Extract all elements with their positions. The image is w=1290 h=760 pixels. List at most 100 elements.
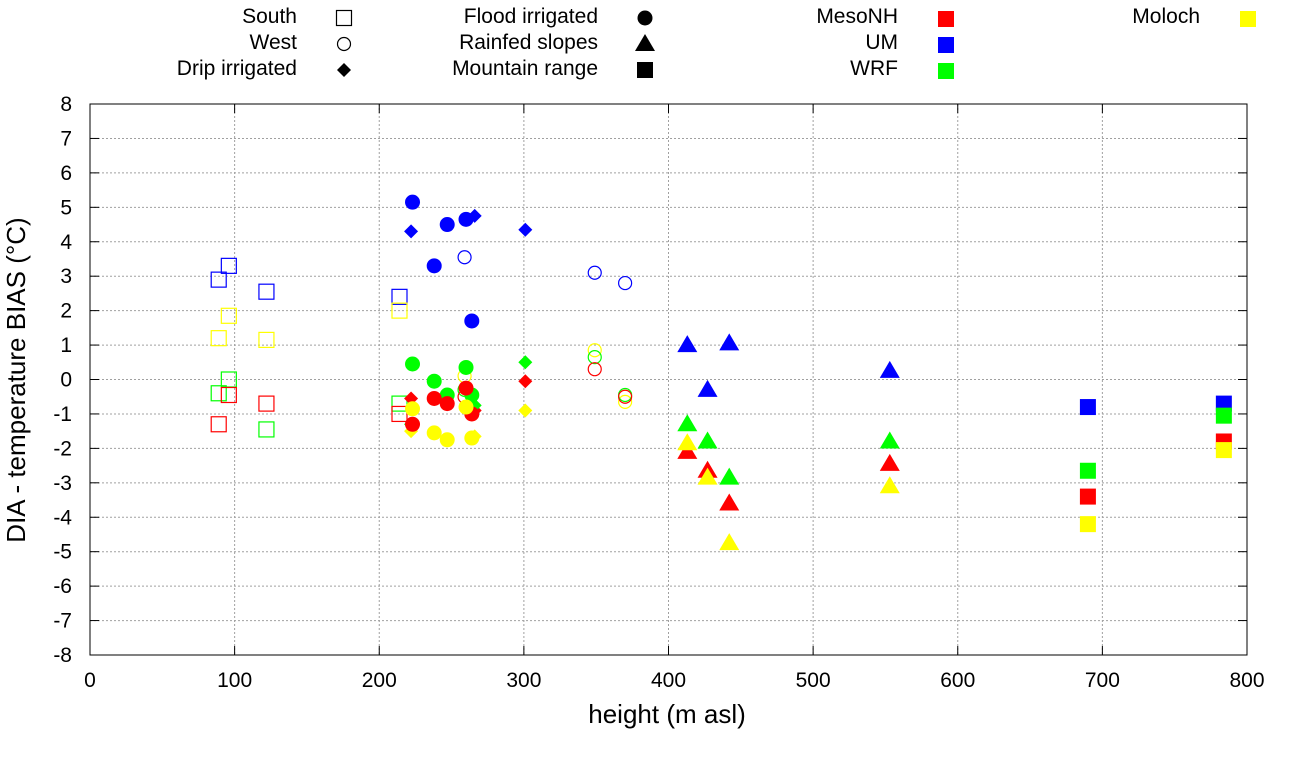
y-tick-label: -5 (53, 541, 72, 564)
data-point-wrf-rainfed (879, 431, 900, 449)
y-tick-label: 4 (60, 231, 72, 254)
legend-label-wrf: WRF (850, 57, 898, 80)
data-point-moloch-flood (458, 399, 474, 415)
legend-swatch-moloch (1240, 11, 1256, 27)
data-point-moloch-rainfed (697, 467, 718, 485)
legend-label-south: South (242, 5, 297, 28)
x-tick-label: 400 (651, 669, 686, 692)
data-point-moloch-drip (518, 403, 533, 418)
x-axis-title: height (m asl) (588, 699, 746, 729)
legend-label-flood: Flood irrigated (464, 5, 598, 28)
data-point-um-rainfed (677, 335, 698, 353)
legend-label-um: UM (865, 31, 898, 54)
legend-marker-rainfed (635, 34, 655, 51)
data-point-moloch-mountain (1215, 442, 1232, 459)
data-point-wrf-flood (458, 359, 474, 375)
y-tick-label: -3 (53, 472, 72, 495)
data-point-um-south (220, 257, 237, 274)
data-point-wrf-rainfed (697, 431, 718, 449)
legend-marker-mountain (637, 62, 653, 78)
data-point-um-flood (405, 194, 421, 210)
data-point-moloch-rainfed (677, 433, 698, 451)
data-point-mesonh-flood (426, 390, 442, 406)
data-point-moloch-south (391, 302, 408, 319)
data-point-um-rainfed (697, 379, 718, 397)
y-tick-label: -4 (53, 506, 72, 529)
data-point-mesonh-mountain (1079, 488, 1096, 505)
data-point-wrf-mountain (1079, 462, 1096, 479)
x-tick-label: 500 (796, 669, 831, 692)
data-point-mesonh-west (618, 389, 633, 404)
y-tick-label: 2 (60, 300, 72, 323)
data-point-wrf-flood (405, 356, 421, 372)
legend: South West Drip irrigated Flood irrigated Ra… (177, 5, 1256, 80)
data-point-moloch-west (587, 343, 602, 358)
x-tick-label: 0 (84, 669, 96, 692)
legend-label-mountain: Mountain range (452, 57, 598, 80)
data-point-um-south (258, 283, 275, 300)
legend-swatch-wrf (938, 63, 954, 79)
data-point-um-south (391, 288, 408, 305)
x-tick-label: 700 (1085, 669, 1120, 692)
x-tick-label: 100 (217, 669, 252, 692)
y-tick-label: 1 (60, 334, 72, 357)
data-point-um-west (587, 265, 602, 280)
data-point-mesonh-flood (405, 416, 421, 432)
data-point-mesonh-south (210, 416, 227, 433)
data-point-um-mountain (1079, 399, 1096, 416)
data-point-mesonh-flood (439, 396, 455, 412)
y-tick-label: 6 (60, 162, 72, 185)
data-point-um-drip (518, 222, 533, 237)
legend-marker-flood (637, 10, 653, 26)
data-point-um-west (457, 250, 472, 265)
y-tick-label: -7 (53, 610, 72, 633)
data-point-um-flood (458, 211, 474, 227)
y-tick-label: -8 (53, 644, 72, 667)
legend-label-drip: Drip irrigated (177, 57, 297, 80)
y-tick-label: 5 (60, 196, 72, 219)
legend-swatch-mesonh (938, 11, 954, 27)
x-tick-label: 600 (940, 669, 975, 692)
data-point-moloch-mountain (1079, 516, 1096, 533)
legend-label-mesonh: MesoNH (816, 5, 898, 28)
data-point-moloch-south (220, 307, 237, 324)
data-point-moloch-flood (464, 430, 480, 446)
data-point-wrf-west (587, 350, 602, 365)
data-point-wrf-rainfed (677, 414, 698, 432)
data-point-mesonh-south (391, 405, 408, 423)
data-point-um-flood (439, 217, 455, 233)
data-points (210, 194, 1232, 551)
data-point-um-west (618, 275, 633, 291)
data-point-um-rainfed (719, 333, 740, 351)
legend-marker-drip (337, 63, 351, 77)
plot-frame (89, 103, 1248, 656)
y-tick-label: 8 (60, 93, 72, 116)
x-tick-label: 300 (506, 669, 541, 692)
data-point-mesonh-rainfed (677, 441, 698, 459)
x-tick-label: 800 (1229, 669, 1264, 692)
legend-label-rainfed: Rainfed slopes (459, 31, 598, 54)
data-point-um-flood (426, 258, 442, 274)
data-point-wrf-rainfed (719, 467, 740, 485)
legend-label-west: West (250, 31, 298, 54)
legend-label-moloch: Moloch (1132, 5, 1200, 28)
data-point-moloch-rainfed (719, 533, 740, 551)
data-point-moloch-flood (426, 425, 442, 441)
data-point-um-rainfed (879, 360, 900, 378)
data-point-moloch-flood (405, 401, 421, 417)
grid-layer (90, 104, 1247, 655)
y-tick-label: -1 (53, 403, 72, 426)
data-point-um-flood (464, 313, 480, 329)
data-point-moloch-south (258, 331, 275, 348)
y-tick-label: 7 (60, 127, 72, 150)
y-axis-title: DIA - temperature BIAS (°C) (1, 217, 31, 542)
data-point-mesonh-rainfed (879, 453, 900, 471)
legend-marker-west (336, 36, 352, 52)
data-point-mesonh-south (258, 395, 275, 412)
y-tick-label: 3 (60, 265, 72, 288)
data-point-moloch-west (618, 394, 633, 409)
legend-swatch-um (938, 37, 954, 53)
data-point-moloch-flood (439, 432, 455, 448)
